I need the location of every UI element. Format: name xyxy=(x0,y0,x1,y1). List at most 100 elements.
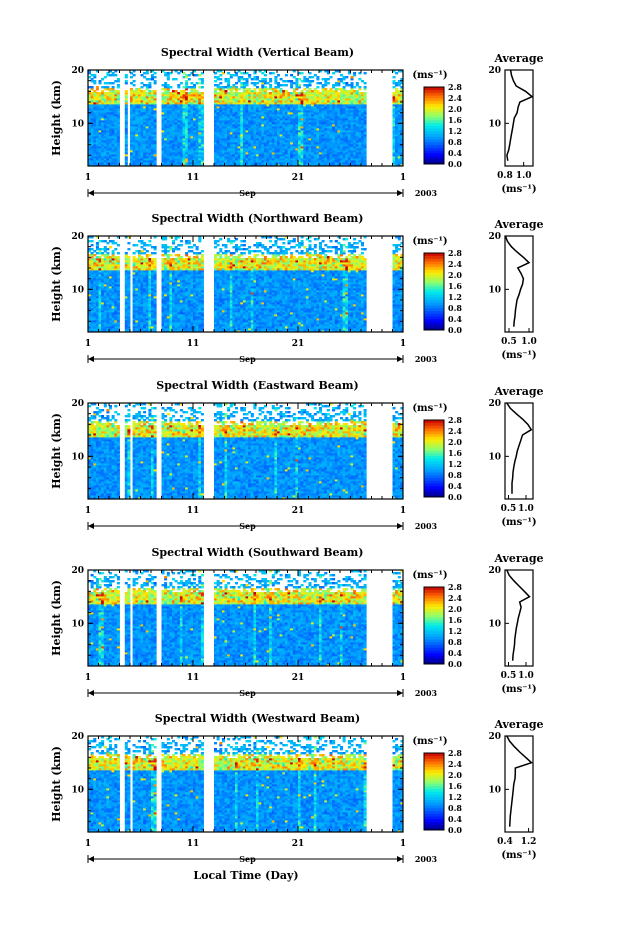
colorbar xyxy=(423,86,445,165)
colorbar-segment xyxy=(424,109,444,113)
colorbar-segment xyxy=(424,100,444,104)
colorbar-segment xyxy=(424,753,444,757)
colorbar-segment xyxy=(424,611,444,615)
y-tick-label: 10 xyxy=(71,785,84,795)
colorbar-tick-label: 1.2 xyxy=(448,626,462,636)
y-tick-label: 10 xyxy=(71,619,84,629)
month-arrow-right xyxy=(397,190,403,196)
colorbar-segment xyxy=(424,277,444,281)
colorbar-segment xyxy=(424,805,444,809)
colorbar-unit: (ms⁻¹) xyxy=(412,403,447,414)
colorbar-segment xyxy=(424,319,444,323)
colorbar-unit: (ms⁻¹) xyxy=(412,236,447,247)
colorbar-segment xyxy=(424,769,444,773)
colorbar-segment xyxy=(424,324,444,328)
x-tick-label: 11 xyxy=(187,506,200,516)
panel-title: Spectral Width (Westward Beam) xyxy=(155,712,360,725)
colorbar-frame xyxy=(423,419,445,498)
colorbar-segment xyxy=(424,606,444,610)
colorbar-segment xyxy=(424,595,444,599)
y-tick-label: 10 xyxy=(71,285,84,295)
colorbar-segment xyxy=(424,253,444,257)
colorbar-tick-label: 2.8 xyxy=(448,415,462,425)
heatmap xyxy=(88,570,404,667)
x-tick-label: 21 xyxy=(292,839,305,849)
year-label: 2003 xyxy=(415,521,438,531)
month-arrow-left xyxy=(88,190,94,196)
colorbar-tick-label: 1.6 xyxy=(448,281,462,291)
colorbar-segment xyxy=(424,631,444,635)
colorbar-segment xyxy=(424,144,444,148)
month-label: Sep xyxy=(239,188,256,198)
colorbar-segment xyxy=(424,153,444,157)
colorbar-segment xyxy=(424,622,444,626)
average-panel: Average 10 20 0.8 1.0 (ms⁻¹) xyxy=(488,52,543,195)
average-y-tick-label: 10 xyxy=(488,285,501,295)
colorbar-segment xyxy=(424,780,444,784)
x-tick-label: 21 xyxy=(292,339,305,349)
year-label: 2003 xyxy=(415,354,438,364)
colorbar-segment xyxy=(424,636,444,640)
colorbar-segment xyxy=(424,791,444,795)
average-profile-line xyxy=(506,569,531,661)
panel-title: Spectral Width (Southward Beam) xyxy=(151,546,363,559)
y-axis-label: Height (km) xyxy=(50,246,63,322)
average-title: Average xyxy=(493,385,543,398)
colorbar-tick-label: 2.0 xyxy=(448,604,462,614)
x-tick-label: 1 xyxy=(400,839,406,849)
average-frame xyxy=(504,569,534,667)
x-tick-label: 1 xyxy=(400,173,406,183)
colorbar-segment xyxy=(424,628,444,632)
colorbar-tick-label: 2.8 xyxy=(448,248,462,258)
average-x-tick-label: 1.0 xyxy=(516,171,532,181)
colorbar-tick-label: 2.4 xyxy=(448,593,462,603)
colorbar-segment xyxy=(424,142,444,146)
colorbar-segment xyxy=(424,444,444,448)
colorbar-tick-label: 0.0 xyxy=(448,659,462,669)
colorbar-segment xyxy=(424,625,444,629)
colorbar-frame xyxy=(423,586,445,665)
colorbar-segment xyxy=(424,305,444,309)
colorbar-segment xyxy=(424,161,444,165)
colorbar-segment xyxy=(424,436,444,440)
colorbar-segment xyxy=(424,310,444,314)
average-y-tick-label: 10 xyxy=(488,619,501,629)
colorbar-segment xyxy=(424,788,444,792)
colorbar-segment xyxy=(424,308,444,312)
colorbar-segment xyxy=(424,475,444,479)
colorbar-unit: (ms⁻¹) xyxy=(412,736,447,747)
colorbar-segment xyxy=(424,794,444,798)
panel-1: Spectral Width (Northward Beam) 10 20 Heigh… xyxy=(50,212,544,364)
colorbar-segment xyxy=(424,808,444,812)
colorbar-tick-label: 0.4 xyxy=(448,648,462,658)
colorbar-segment xyxy=(424,150,444,154)
colorbar-segment xyxy=(424,291,444,295)
colorbar-segment xyxy=(424,813,444,817)
colorbar-segment xyxy=(424,458,444,462)
colorbar-segment xyxy=(424,755,444,759)
year-label: 2003 xyxy=(415,854,438,864)
colorbar-tick-label: 2.8 xyxy=(448,82,462,92)
colorbar-tick-label: 0.4 xyxy=(448,314,462,324)
y-axis-label: Height (km) xyxy=(50,80,63,156)
colorbar-segment xyxy=(424,316,444,320)
month-arrow-right xyxy=(397,856,403,862)
month-label: Sep xyxy=(239,854,256,864)
colorbar-segment xyxy=(424,433,444,437)
x-tick-label: 21 xyxy=(292,673,305,683)
colorbar-tick-label: 0.4 xyxy=(448,814,462,824)
colorbar-segment xyxy=(424,472,444,476)
colorbar-segment xyxy=(424,633,444,637)
colorbar-tick-label: 0.0 xyxy=(448,492,462,502)
colorbar-segment xyxy=(424,294,444,298)
colorbar-segment xyxy=(424,603,444,607)
colorbar-tick-label: 2.4 xyxy=(448,259,462,269)
colorbar-frame xyxy=(423,752,445,831)
panel-3: Spectral Width (Southward Beam) 10 20 Heigh… xyxy=(50,546,544,698)
colorbar-segment xyxy=(424,455,444,459)
colorbar-segment xyxy=(424,111,444,115)
y-tick-label: 20 xyxy=(71,399,84,409)
colorbar-tick-label: 0.8 xyxy=(448,637,462,647)
colorbar-segment xyxy=(424,272,444,276)
colorbar-segment xyxy=(424,617,444,621)
